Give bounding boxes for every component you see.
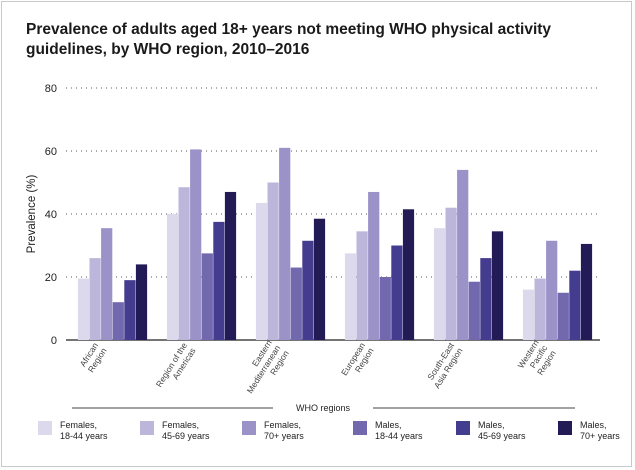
legend-item: Males, 18-44 years bbox=[353, 420, 435, 450]
legend-swatch bbox=[38, 421, 52, 435]
bar bbox=[522, 289, 535, 340]
legend-swatch bbox=[558, 421, 572, 435]
legend-label: Females, 45-69 years bbox=[162, 420, 210, 441]
bar bbox=[491, 231, 504, 340]
bar bbox=[391, 245, 403, 340]
gridlines bbox=[66, 87, 600, 341]
bar bbox=[201, 253, 213, 340]
bar bbox=[569, 270, 581, 340]
legend-item: Females, 70+ years bbox=[242, 420, 324, 450]
bar bbox=[534, 278, 546, 340]
legend-label: Females, 70+ years bbox=[264, 420, 304, 441]
bar bbox=[89, 258, 101, 340]
y-tick-label: 60 bbox=[45, 146, 57, 158]
bar bbox=[368, 191, 380, 340]
bar bbox=[480, 258, 492, 340]
bar bbox=[190, 149, 202, 340]
legend-label: Males, 70+ years bbox=[580, 420, 620, 441]
bar bbox=[101, 228, 113, 340]
y-axis-ticks: 0 20 40 60 80 bbox=[45, 83, 57, 347]
x-axis-label-bg bbox=[273, 401, 373, 414]
legend-swatch bbox=[140, 421, 154, 435]
bar bbox=[457, 169, 469, 340]
legend-swatch bbox=[353, 421, 367, 435]
bar bbox=[468, 281, 480, 340]
bar bbox=[255, 202, 268, 340]
bar bbox=[224, 191, 237, 340]
legend: Females, 18-44 years Females, 45-69 years… bbox=[38, 420, 620, 450]
bar bbox=[356, 231, 368, 340]
bar bbox=[124, 280, 136, 340]
legend-label: Males, 45-69 years bbox=[478, 420, 526, 441]
bar bbox=[77, 278, 90, 340]
bar bbox=[135, 264, 148, 340]
legend-label: Males, 18-44 years bbox=[375, 420, 423, 441]
x-axis-label: WHO regions bbox=[296, 403, 351, 413]
y-tick-label: 0 bbox=[51, 335, 57, 347]
legend-swatch bbox=[456, 421, 470, 435]
bar bbox=[290, 267, 302, 340]
bar bbox=[112, 302, 124, 340]
bars bbox=[77, 147, 593, 340]
bar bbox=[379, 277, 391, 340]
bar bbox=[557, 292, 569, 340]
bar bbox=[445, 207, 457, 340]
bar bbox=[433, 228, 446, 340]
bar bbox=[279, 147, 291, 340]
bar bbox=[267, 182, 279, 340]
bar bbox=[178, 187, 190, 340]
chart-title: Prevalence of adults aged 18+ years not … bbox=[26, 21, 552, 58]
bar bbox=[302, 240, 314, 340]
bar bbox=[213, 221, 225, 340]
legend-item: Males, 70+ years bbox=[558, 420, 635, 450]
bar bbox=[580, 243, 593, 340]
legend-item: Females, 18-44 years bbox=[38, 420, 120, 450]
legend-item: Males, 45-69 years bbox=[456, 420, 538, 450]
y-axis-label: Prevalence (%) bbox=[26, 175, 38, 254]
bar bbox=[313, 218, 326, 340]
y-tick-label: 40 bbox=[45, 209, 57, 221]
legend-label: Females, 18-44 years bbox=[60, 420, 108, 441]
bar bbox=[166, 214, 179, 340]
legend-item: Females, 45-69 years bbox=[140, 420, 222, 450]
bar bbox=[402, 209, 415, 340]
bar bbox=[546, 240, 558, 340]
bar bbox=[344, 253, 357, 340]
y-tick-label: 20 bbox=[45, 272, 57, 284]
legend-swatch bbox=[242, 421, 256, 435]
y-tick-label: 80 bbox=[45, 83, 57, 95]
